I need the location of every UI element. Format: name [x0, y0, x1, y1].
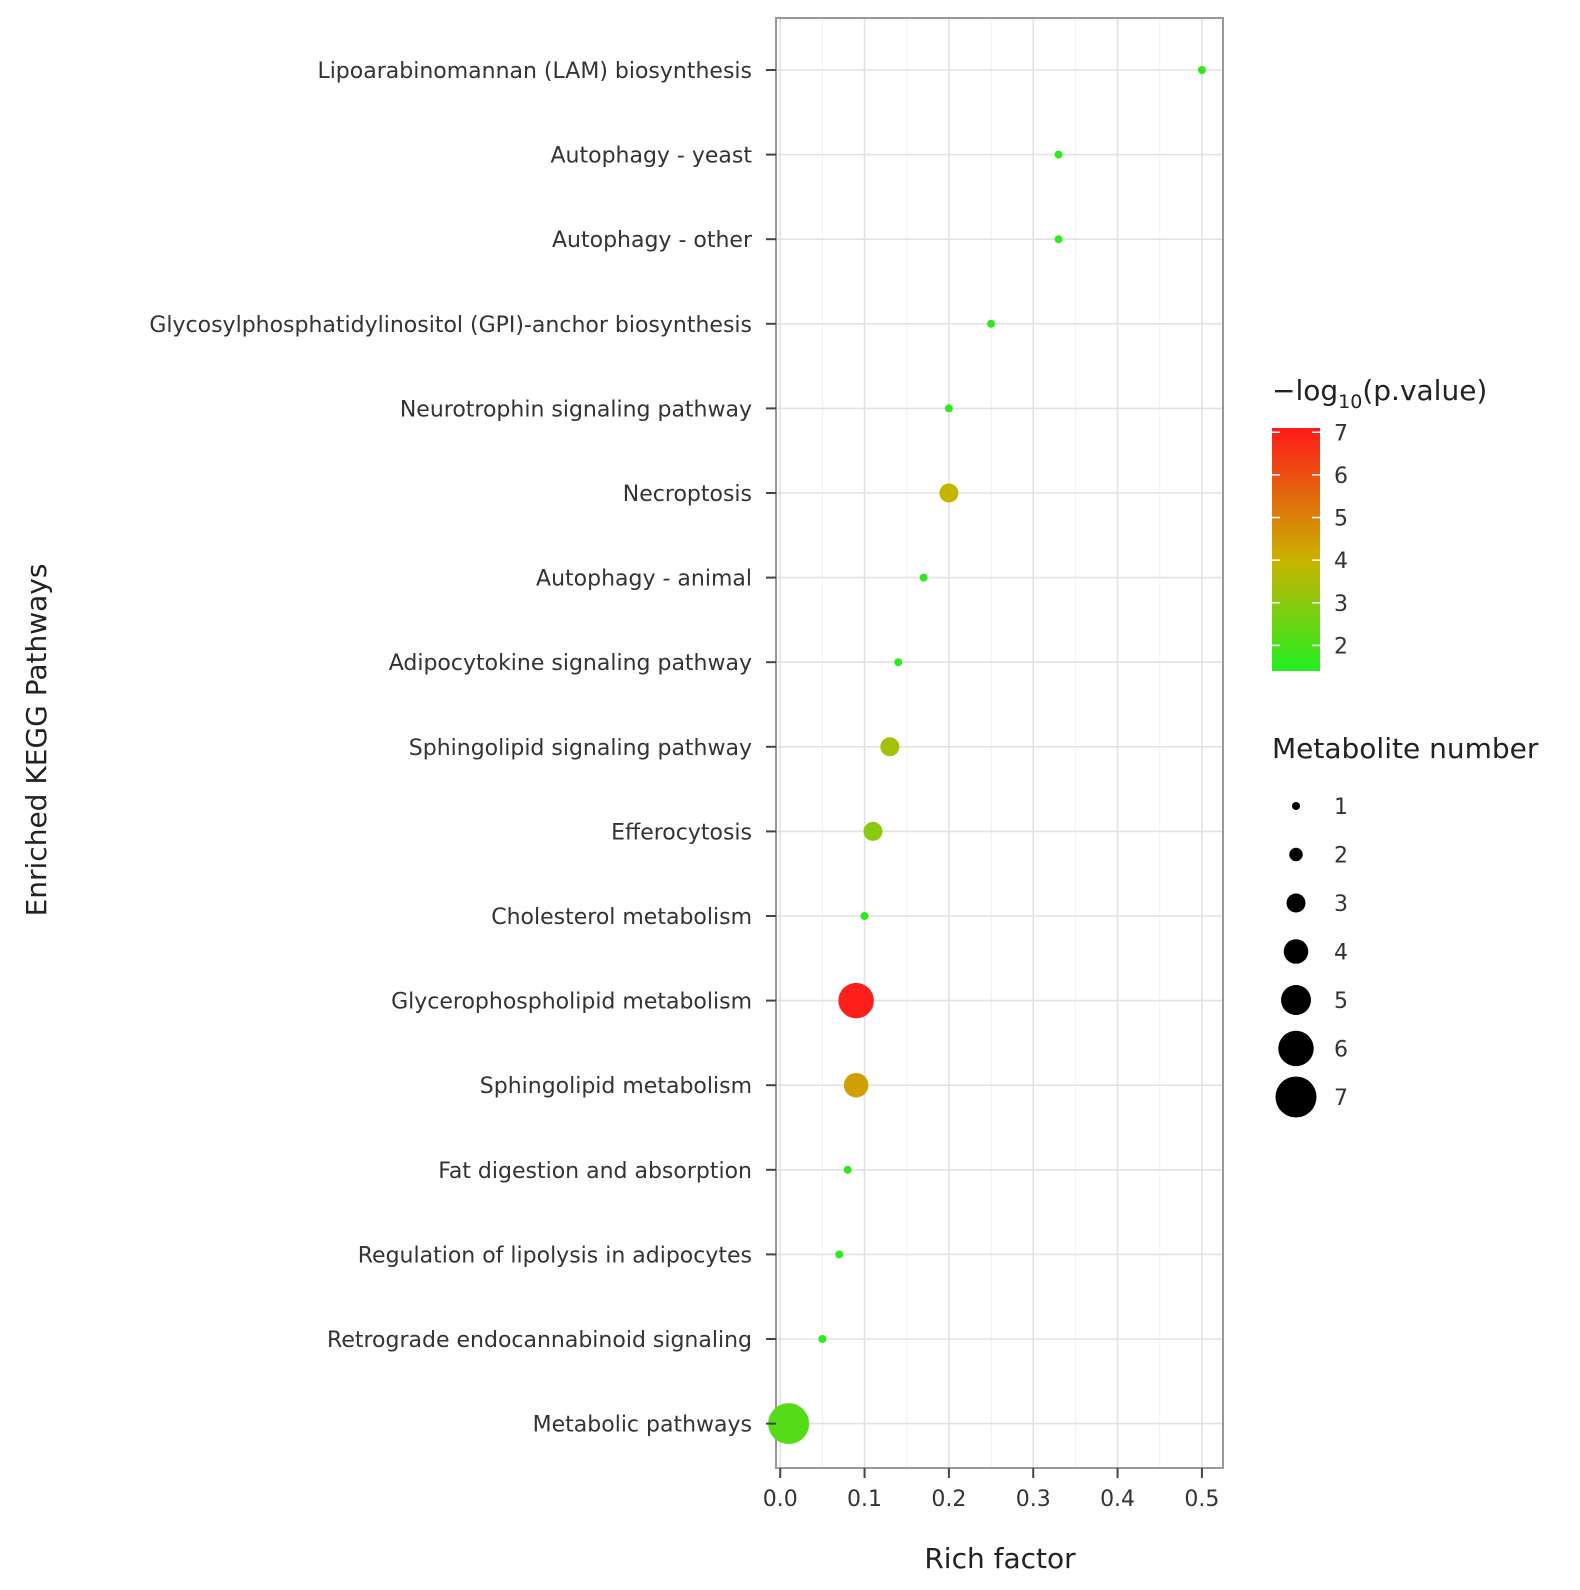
y-tick-label: Efferocytosis: [611, 820, 752, 845]
data-point: [919, 573, 928, 582]
data-point: [818, 1335, 827, 1343]
x-tick-label: 0.5: [1184, 1487, 1219, 1512]
color-legend-title-prefix: −log: [1272, 374, 1338, 407]
size-legend-swatch: [1289, 847, 1303, 862]
y-axis-title: Enriched KEGG Pathways: [20, 564, 53, 917]
data-point: [843, 1072, 869, 1098]
y-axis-tick-labels: Lipoarabinomannan (LAM) biosynthesis Auto…: [149, 59, 753, 1438]
size-legend-swatch: [1292, 802, 1300, 810]
color-bar-tick-label: 6: [1334, 464, 1348, 489]
color-legend-title-suffix: (p.value): [1362, 374, 1487, 407]
y-tick-label: Sphingolipid signaling pathway: [409, 736, 752, 761]
x-tick-label: 0.2: [931, 1487, 966, 1512]
data-point: [880, 737, 900, 757]
y-axis-ticks: [766, 69, 776, 1425]
color-legend-title: −log10(p.value): [1272, 374, 1487, 413]
y-tick-label: Neurotrophin signaling pathway: [400, 397, 752, 422]
plot-background: [775, 17, 1224, 1469]
size-legend: Metabolite number 1 2 3 4 5 6 7: [1272, 732, 1539, 1118]
y-tick-label: Glycosylphosphatidylinositol (GPI)-ancho…: [149, 313, 752, 338]
size-legend-label: 6: [1334, 1038, 1348, 1063]
size-legend-label: 7: [1334, 1086, 1348, 1111]
color-bar-tick-label: 7: [1334, 421, 1348, 446]
plot-panel: [768, 17, 1224, 1469]
data-point: [894, 658, 903, 667]
x-tick-label: 0.1: [847, 1487, 882, 1512]
y-tick-label: Lipoarabinomannan (LAM) biosynthesis: [317, 59, 752, 84]
x-axis-tick-labels: 0.0 0.1 0.2 0.3 0.4 0.5: [763, 1487, 1220, 1512]
data-point: [1054, 235, 1063, 244]
x-tick-label: 0.3: [1016, 1487, 1051, 1512]
color-bar: [1272, 428, 1320, 671]
size-legend-label: 1: [1334, 795, 1348, 820]
color-legend: −log10(p.value) 7 6 5 4 3 2: [1272, 374, 1487, 671]
y-tick-label: Sphingolipid metabolism: [480, 1074, 752, 1099]
color-bar-tick-label: 2: [1334, 634, 1348, 659]
size-legend-label: 2: [1334, 844, 1348, 869]
data-point: [863, 821, 883, 841]
size-legend-swatch: [1275, 1076, 1317, 1118]
y-tick-label: Cholesterol metabolism: [491, 905, 752, 930]
y-tick-label: Metabolic pathways: [533, 1413, 752, 1438]
y-tick-label: Glycerophospholipid metabolism: [391, 990, 752, 1015]
data-point: [860, 912, 869, 920]
x-tick-label: 0.0: [763, 1487, 798, 1512]
size-legend-swatch: [1283, 939, 1309, 964]
color-bar-tick-label: 3: [1334, 592, 1348, 617]
data-point: [768, 1403, 810, 1445]
data-point: [1054, 150, 1063, 159]
data-point: [944, 404, 953, 413]
size-legend-label: 5: [1334, 989, 1348, 1014]
data-point: [843, 1165, 852, 1174]
color-bar-tick-label: 5: [1334, 507, 1348, 532]
x-axis-title: Rich factor: [924, 1542, 1076, 1575]
size-legend-swatch: [1281, 985, 1311, 1015]
data-points: [768, 66, 1206, 1445]
y-tick-label: Autophagy - animal: [536, 567, 752, 592]
color-bar-tick-label: 4: [1334, 549, 1348, 574]
size-legend-swatch: [1278, 1030, 1314, 1067]
data-point: [1197, 66, 1206, 74]
y-tick-label: Retrograde endocannabinoid signaling: [327, 1328, 752, 1353]
x-gridlines: [779, 19, 1203, 1467]
size-legend-label: 4: [1334, 941, 1348, 966]
y-tick-label: Necroptosis: [623, 482, 752, 507]
data-point: [987, 319, 996, 328]
y-gridlines: [777, 69, 1222, 1425]
color-bar-ticks: 7 6 5 4 3 2: [1272, 421, 1348, 659]
data-point: [835, 1250, 844, 1259]
y-tick-label: Regulation of lipolysis in adipocytes: [358, 1243, 752, 1268]
y-tick-label: Autophagy - other: [552, 228, 753, 253]
y-tick-label: Fat digestion and absorption: [438, 1159, 752, 1184]
size-legend-swatch: [1286, 893, 1306, 913]
x-tick-label: 0.4: [1100, 1487, 1135, 1512]
y-tick-label: Adipocytokine signaling pathway: [389, 651, 752, 676]
size-legend-title: Metabolite number: [1272, 732, 1539, 765]
size-legend-entries: 1 2 3 4 5 6 7: [1275, 795, 1348, 1118]
color-legend-title-subscript: 10: [1338, 391, 1362, 413]
x-axis-ticks: [779, 1468, 1203, 1478]
data-point: [939, 483, 959, 503]
y-tick-label: Autophagy - yeast: [550, 144, 752, 169]
size-legend-label: 3: [1334, 892, 1348, 917]
data-point: [838, 982, 874, 1019]
